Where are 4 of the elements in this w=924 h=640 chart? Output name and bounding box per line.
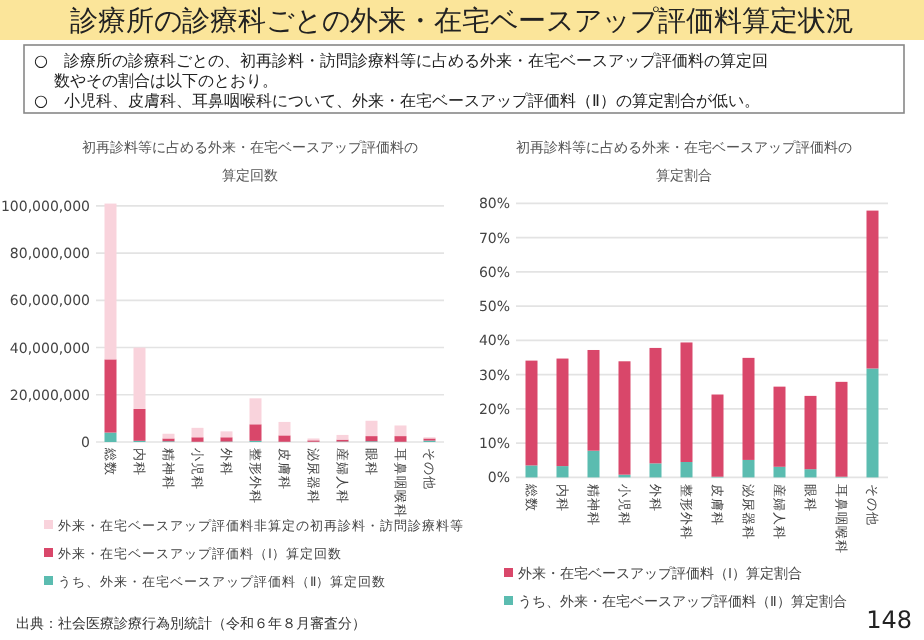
text: 148 [866, 606, 912, 634]
text: 診療所の診療科ごとの外来・在宅ベースアップ評価料算定状況 [70, 6, 854, 38]
text: ○ 小児科、皮膚科、耳鼻咽喉科について、外来・在宅ベースアップ評価料（Ⅱ）の算定割合が低い。 [34, 92, 760, 110]
text: ○ 診療所の診療科ごとの、初再診料・訪問診療料等に占める外来・在宅ベースアップ評価料の算定回数やその割合は以下のとおり。 [34, 52, 768, 90]
